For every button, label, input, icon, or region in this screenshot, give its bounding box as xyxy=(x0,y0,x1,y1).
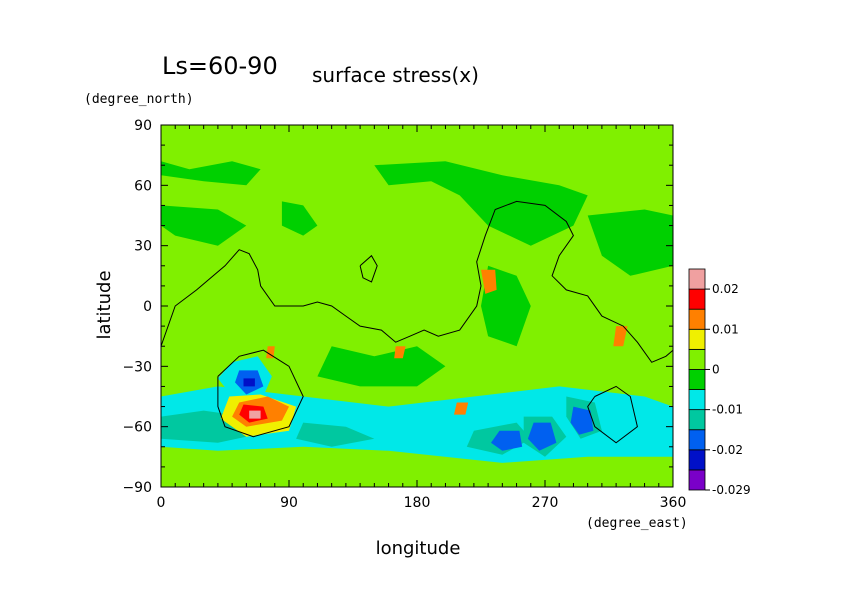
contour-line-layer xyxy=(161,200,673,444)
colorbar-swatch-9 xyxy=(688,288,706,310)
contour-region-18 xyxy=(570,406,594,435)
contour-region-0 xyxy=(161,129,673,150)
colorbar-label: 0.02 xyxy=(712,282,739,296)
contour-region-23 xyxy=(394,346,406,359)
contour-region-1 xyxy=(161,161,261,186)
contour-region-28 xyxy=(249,410,261,419)
x-tick-label: 0 xyxy=(157,495,166,511)
contour-region-10 xyxy=(296,422,375,447)
x-tick-label: 360 xyxy=(660,495,687,511)
axis-ticks: 0 90 180 270 360 90 60 30 0 −30 −60 −90 xyxy=(122,118,686,511)
y-tick-label: −60 xyxy=(122,420,152,436)
colorbar-swatch-3 xyxy=(688,409,706,431)
y-tick-label: 90 xyxy=(134,118,152,134)
contour-region-2 xyxy=(161,205,247,246)
colorbar-swatch-0 xyxy=(688,469,706,491)
colorbar-swatch-5 xyxy=(688,369,706,390)
contour-region-4 xyxy=(374,161,588,246)
chart-title: surface stress(x) xyxy=(312,63,479,87)
colorbar-label: 0.01 xyxy=(712,322,739,336)
x-tick-label: 270 xyxy=(532,495,559,511)
colorbar-swatch-6 xyxy=(688,348,706,370)
colorbar-swatch-7 xyxy=(688,328,706,350)
y-tick-label: 0 xyxy=(143,299,152,315)
y-tick-label: 30 xyxy=(134,239,152,255)
x-axis-unit: (degree_east) xyxy=(586,516,688,531)
contour-region-25 xyxy=(454,402,469,415)
contour-region-3 xyxy=(281,201,318,236)
x-tick-label: 90 xyxy=(280,495,298,511)
colorbar-swatch-8 xyxy=(688,308,706,330)
colorbar: -0.029 -0.02 -0.01 0 0.01 0.02 xyxy=(688,268,751,497)
contour-region-24 xyxy=(266,346,275,359)
y-axis-label: latitude xyxy=(94,270,115,339)
colorbar-label: -0.01 xyxy=(712,403,743,417)
contour-region-5 xyxy=(587,209,673,276)
colorbar-swatch-1 xyxy=(688,449,706,471)
contour-region-22 xyxy=(613,326,628,347)
y-tick-label: −90 xyxy=(122,480,152,496)
colorbar-label: -0.029 xyxy=(712,483,751,497)
x-tick-label: 180 xyxy=(404,495,431,511)
y-tick-label: −30 xyxy=(122,359,152,375)
topography-contour-1 xyxy=(359,254,378,283)
colorbar-swatch-2 xyxy=(688,429,706,451)
contour-region-16 xyxy=(491,430,523,451)
contour-fill-layer xyxy=(161,129,673,463)
contour-region-20 xyxy=(243,378,255,387)
x-axis-label: longitude xyxy=(376,538,461,559)
topography-contour-0 xyxy=(161,200,673,363)
y-tick-label: 60 xyxy=(134,178,152,194)
contour-region-17 xyxy=(527,422,557,451)
topography-contour-2 xyxy=(217,349,304,438)
y-axis-unit: (degree_north) xyxy=(84,92,194,107)
colorbar-swatch-4 xyxy=(688,389,706,411)
colorbar-label: -0.02 xyxy=(712,443,743,457)
chart-title-prefix: Ls=60-90 xyxy=(162,52,278,80)
contour-region-7 xyxy=(317,346,446,387)
colorbar-label: 0 xyxy=(712,362,720,376)
plot-area xyxy=(161,125,673,487)
contour-region-21 xyxy=(481,269,497,294)
topography-contour-3 xyxy=(587,385,638,444)
colorbar-swatch-10 xyxy=(688,268,706,290)
